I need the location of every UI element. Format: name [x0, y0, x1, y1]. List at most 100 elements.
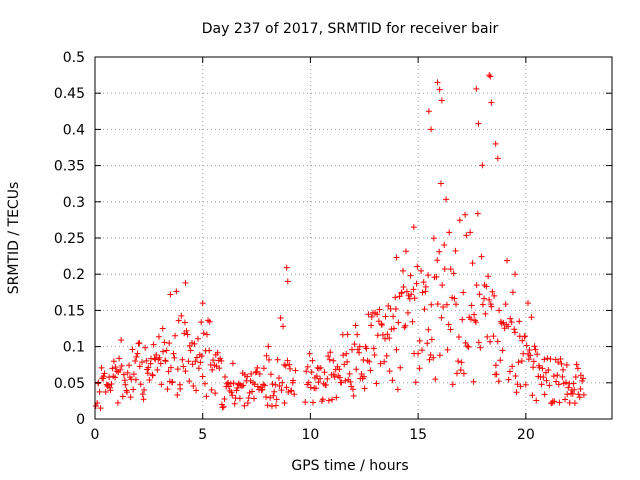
data-point — [166, 340, 173, 347]
data-point — [198, 319, 205, 326]
data-point — [413, 280, 420, 287]
data-point — [179, 356, 186, 363]
data-point — [512, 271, 519, 278]
data-point — [344, 358, 351, 365]
data-point — [397, 364, 404, 371]
data-point — [325, 397, 332, 404]
data-point — [107, 387, 114, 394]
data-point — [112, 364, 119, 371]
data-point — [410, 286, 417, 293]
y-tick-label: 0.35 — [54, 159, 85, 175]
data-point — [352, 322, 359, 329]
data-point — [374, 332, 381, 339]
data-point — [450, 270, 457, 277]
data-point — [530, 358, 537, 365]
data-point — [201, 380, 208, 387]
data-point — [460, 370, 467, 377]
data-point — [532, 346, 539, 353]
data-point — [227, 380, 234, 387]
data-point — [282, 362, 289, 369]
data-point — [492, 362, 499, 369]
data-point — [543, 377, 550, 384]
data-point — [453, 301, 460, 308]
data-point — [108, 381, 115, 388]
data-point — [360, 373, 367, 380]
data-point — [462, 339, 469, 346]
data-point — [511, 329, 518, 336]
data-point — [419, 347, 426, 354]
data-point — [229, 392, 236, 399]
data-point — [501, 325, 508, 332]
data-point — [425, 326, 432, 333]
y-tick-label: 0.2 — [63, 267, 85, 283]
data-point — [455, 333, 462, 340]
data-point — [521, 333, 528, 340]
data-point — [228, 389, 235, 396]
data-point — [305, 379, 312, 386]
data-point — [150, 341, 157, 348]
x-axis-label: GPS time / hours — [291, 458, 408, 474]
data-point — [574, 365, 581, 372]
data-point — [474, 210, 481, 217]
data-point — [351, 341, 358, 348]
data-point — [157, 360, 164, 367]
data-point — [513, 389, 520, 396]
data-point — [185, 358, 192, 365]
data-point — [140, 396, 147, 403]
data-point — [165, 368, 172, 375]
data-point — [407, 272, 414, 279]
data-point — [363, 345, 370, 352]
data-point — [315, 379, 322, 386]
data-point — [457, 367, 464, 374]
data-point — [399, 267, 406, 274]
data-point — [341, 361, 348, 368]
chart-title: Day 237 of 2017, SRMTID for receiver bai… — [202, 21, 499, 37]
data-point — [321, 369, 328, 376]
data-point — [505, 323, 512, 330]
data-point — [326, 356, 333, 363]
data-point — [447, 266, 454, 273]
data-point — [505, 376, 512, 383]
data-point — [191, 340, 198, 347]
data-point — [172, 332, 179, 339]
data-point — [476, 291, 483, 298]
data-point — [550, 373, 557, 380]
data-point — [333, 394, 340, 401]
data-point — [428, 336, 435, 343]
data-point — [547, 356, 554, 363]
data-point — [541, 391, 548, 398]
grid — [95, 57, 612, 419]
data-point — [119, 393, 126, 400]
data-point — [258, 387, 265, 394]
data-point — [97, 405, 104, 412]
data-point — [158, 381, 165, 388]
data-point — [167, 364, 174, 371]
data-point — [145, 364, 152, 371]
data-point — [493, 371, 500, 378]
data-point — [387, 305, 394, 312]
data-point — [312, 385, 319, 392]
data-point — [525, 356, 532, 363]
data-point — [277, 314, 284, 321]
data-point — [344, 331, 351, 338]
data-point — [336, 366, 343, 373]
data-point — [349, 346, 356, 353]
data-point — [540, 374, 547, 381]
data-point — [183, 327, 190, 334]
data-point — [370, 345, 377, 352]
data-point — [392, 306, 399, 313]
data-point — [279, 379, 286, 386]
data-point — [406, 295, 413, 302]
data-point — [291, 391, 298, 398]
data-point — [556, 399, 563, 406]
data-point — [92, 403, 99, 410]
data-point — [381, 358, 388, 365]
data-point — [187, 347, 194, 354]
data-point — [479, 301, 486, 308]
data-point — [256, 371, 263, 378]
data-point — [121, 377, 128, 384]
data-point — [368, 313, 375, 320]
data-point — [254, 364, 261, 371]
data-point — [507, 315, 514, 322]
data-point — [273, 396, 280, 403]
